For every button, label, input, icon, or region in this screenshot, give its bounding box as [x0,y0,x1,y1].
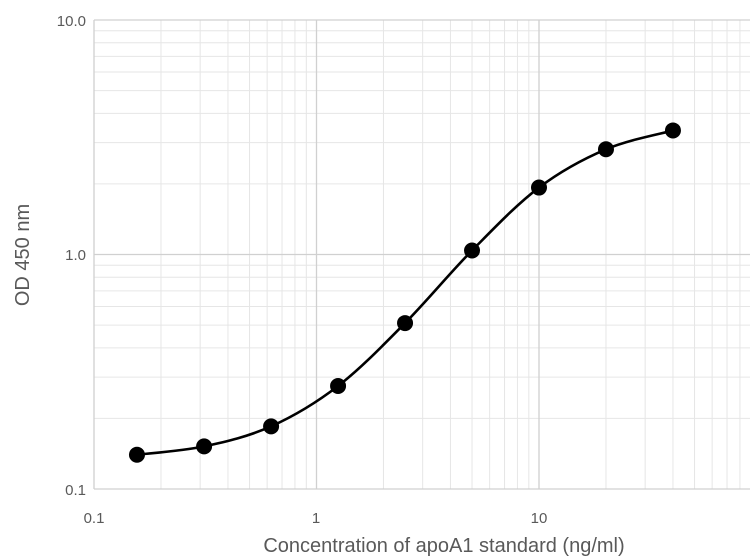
y-tick-label: 10.0 [57,13,86,30]
data-point [330,377,347,394]
major-grid [93,19,750,490]
y-tick-labels: 0.1 1.0 10.0 [57,13,86,499]
data-point [263,418,280,435]
x-axis-title: Concentration of apoA1 standard (ng/ml) [263,535,624,557]
y-tick-label: 0.1 [65,482,86,499]
data-point [464,242,481,259]
fitted-curve [136,129,674,457]
data-point [196,438,213,455]
data-point [597,141,614,158]
x-tick-labels: 0.1 1 10 [84,510,548,527]
y-tick-label: 1.0 [65,247,86,264]
x-tick-label: 1 [312,510,320,527]
fitted-curve-layer [136,129,674,457]
x-tick-label: 0.1 [84,510,105,527]
data-point [397,315,414,332]
y-axis-title: OD 450 nm [12,204,34,306]
data-point [531,179,547,196]
x-tick-label: 10 [531,510,548,527]
data-point [128,446,145,463]
data-point [664,122,681,139]
data-points-layer [128,122,681,463]
